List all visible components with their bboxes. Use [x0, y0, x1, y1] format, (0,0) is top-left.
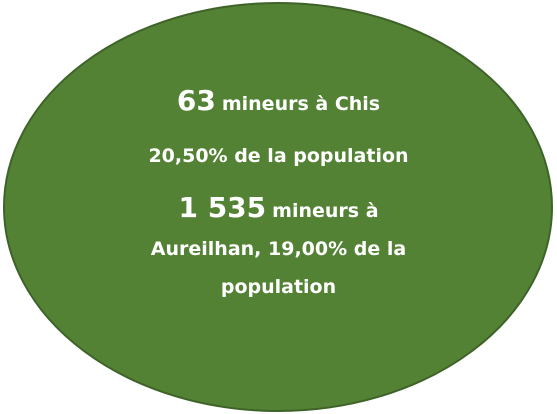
number: 63 [176, 84, 216, 117]
line-aureilhan: 1 535 mineurs à Aureilhan, 19,00% de la p… [120, 189, 437, 306]
line-chis-share: 20,50% de la population [120, 141, 437, 171]
text: mineurs à Chis [221, 93, 381, 115]
ellipse [3, 2, 553, 412]
text-block: 63 mineurs à Chis 20,50% de la population… [120, 82, 437, 306]
text: 20,50% de la population [148, 145, 409, 167]
text: mineurs à Aureilhan, 19,00% de la popula… [150, 200, 407, 298]
line-chis: 63 mineurs à Chis [120, 82, 437, 123]
number: 1 535 [178, 191, 267, 224]
